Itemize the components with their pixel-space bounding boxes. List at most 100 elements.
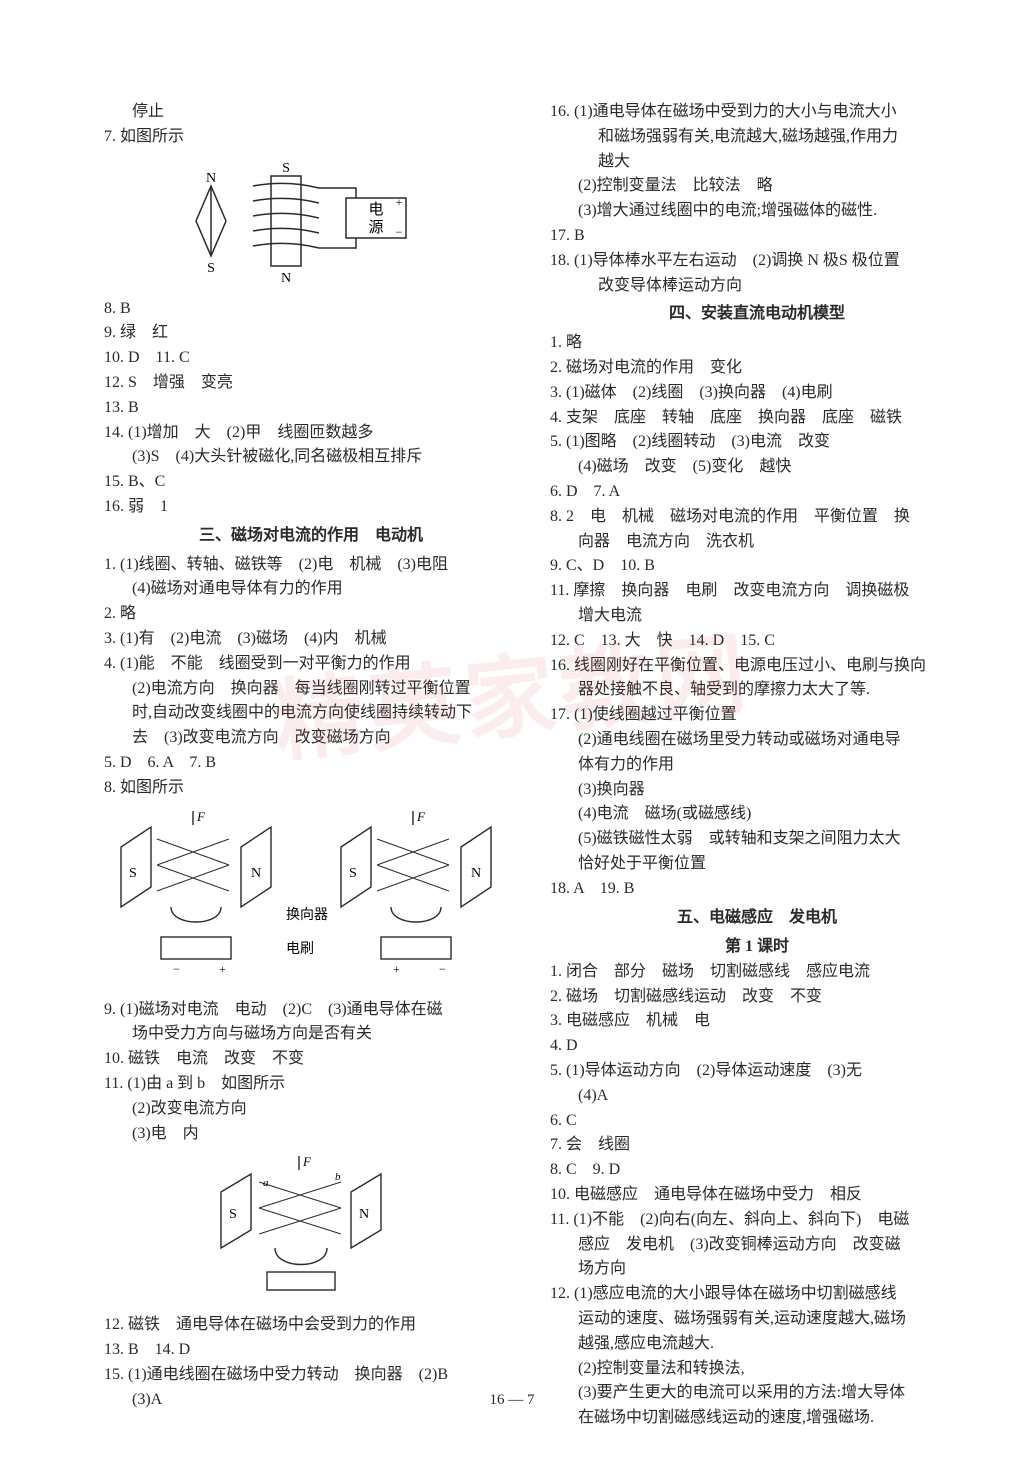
right-column: 16. (1)通电导体在磁场中受到力的大小与电流大小 和磁场强弱有关,电流越大,… bbox=[550, 100, 964, 1431]
answer-line: 12. S 增强 变亮 bbox=[104, 371, 518, 396]
answer-line: 改变导体棒运动方向 bbox=[550, 274, 964, 299]
answer-line: 15. B、C bbox=[104, 470, 518, 495]
svg-text:−: − bbox=[396, 225, 403, 239]
svg-text:N: N bbox=[281, 271, 291, 286]
answer-line: 18. A 19. B bbox=[550, 877, 964, 902]
answer-line: 18. (1)导体棒水平左右运动 (2)调换 N 极S 极位置 bbox=[550, 249, 964, 274]
answer-line: 越强,感应电流越大. bbox=[550, 1332, 964, 1357]
answer-line: (4)磁场对通电导体有力的作用 bbox=[104, 577, 518, 602]
answer-line: 10. D 11. C bbox=[104, 346, 518, 371]
answer-line: (2)改变电流方向 bbox=[104, 1097, 518, 1122]
answer-line: 11. (1)由 a 到 b 如图所示 bbox=[104, 1072, 518, 1097]
answer-line: 16. 线圈刚好在平衡位置、电源电压过小、电刷与换向 bbox=[550, 654, 964, 679]
section-4-title: 四、安装直流电动机模型 bbox=[550, 298, 964, 331]
svg-text:N: N bbox=[251, 866, 261, 881]
answer-line: 3. 电磁感应 机械 电 bbox=[550, 1009, 964, 1034]
section-3-title: 三、磁场对电流的作用 电动机 bbox=[104, 520, 518, 553]
svg-text:S: S bbox=[129, 866, 137, 881]
answer-line: 11. (1)不能 (2)向右(向左、斜向上、斜向下) 电磁 bbox=[550, 1208, 964, 1233]
answer-line: 7. 如图所示 bbox=[104, 125, 518, 150]
answer-line: 恰好处于平衡位置 bbox=[550, 852, 964, 877]
answer-line: 8. 2 电 机械 磁场对电流的作用 平衡位置 换 bbox=[550, 505, 964, 530]
answer-line: 12. (1)感应电流的大小跟导体在磁场中切割磁感线 bbox=[550, 1282, 964, 1307]
answer-line: 9. C、D 10. B bbox=[550, 554, 964, 579]
answer-line: 越大 bbox=[550, 150, 964, 175]
figure-motor-pair: S N S N F F 换向器 电刷 − + + − bbox=[104, 801, 518, 998]
svg-text:F: F bbox=[196, 809, 206, 824]
svg-text:+: + bbox=[393, 962, 400, 976]
answer-line: 5. (1)导体运动方向 (2)导体运动速度 (3)无 bbox=[550, 1059, 964, 1084]
answer-line: 6. C bbox=[550, 1109, 964, 1134]
svg-text:b: b bbox=[335, 1171, 341, 1183]
svg-text:−: − bbox=[173, 962, 180, 976]
svg-text:a: a bbox=[263, 1177, 269, 1189]
answer-line: 3. (1)有 (2)电流 (3)磁场 (4)内 机械 bbox=[104, 627, 518, 652]
answer-line: 2. 磁场 切割磁感线运动 改变 不变 bbox=[550, 985, 964, 1010]
answer-line: (2)通电线圈在磁场里受力转动或磁场对通电导 bbox=[550, 728, 964, 753]
answer-line: (4)A bbox=[550, 1084, 964, 1109]
answer-line: 13. B bbox=[104, 396, 518, 421]
answer-line: 4. 支架 底座 转轴 底座 换向器 底座 磁铁 bbox=[550, 406, 964, 431]
answer-line: 17. (1)使线圈越过平衡位置 bbox=[550, 703, 964, 728]
svg-text:S: S bbox=[282, 161, 290, 176]
answer-line: 5. D 6. A 7. B bbox=[104, 751, 518, 776]
svg-text:S: S bbox=[207, 261, 215, 276]
answer-line: 4. (1)能 不能 线圈受到一对平衡力的作用 bbox=[104, 652, 518, 677]
answer-line: 场方向 bbox=[550, 1257, 964, 1282]
svg-text:换向器: 换向器 bbox=[286, 906, 328, 923]
answer-line: (4)磁场 改变 (5)变化 越快 bbox=[550, 455, 964, 480]
answer-line: 1. 闭合 部分 磁场 切割磁感线 感应电流 bbox=[550, 960, 964, 985]
left-column: 停止 7. 如图所示 N S S N bbox=[104, 100, 518, 1431]
answer-line: 14. (1)增加 大 (2)甲 线圈匝数越多 bbox=[104, 421, 518, 446]
answer-line: 16. (1)通电导体在磁场中受到力的大小与电流大小 bbox=[550, 100, 964, 125]
answer-line: (3)电 内 bbox=[104, 1122, 518, 1147]
svg-text:N: N bbox=[471, 866, 481, 881]
answer-line: 16. 弱 1 bbox=[104, 495, 518, 520]
svg-text:S: S bbox=[229, 1207, 237, 1222]
answer-line: 7. 会 线圈 bbox=[550, 1133, 964, 1158]
answer-line: 体有力的作用 bbox=[550, 753, 964, 778]
svg-text:−: − bbox=[439, 962, 446, 976]
figure-solenoid: N S S N bbox=[104, 150, 518, 297]
answer-line: 10. 电磁感应 通电导体在磁场中受力 相反 bbox=[550, 1183, 964, 1208]
answer-line: 2. 略 bbox=[104, 602, 518, 627]
answer-line: 5. (1)图略 (2)线圈转动 (3)电流 改变 bbox=[550, 430, 964, 455]
answer-line: (2)控制变量法和转换法, bbox=[550, 1357, 964, 1382]
answer-line: 9. 绿 红 bbox=[104, 321, 518, 346]
answer-line: 8. 如图所示 bbox=[104, 776, 518, 801]
answer-line: 3. (1)磁体 (2)线圈 (3)换向器 (4)电刷 bbox=[550, 381, 964, 406]
answer-line: 和磁场强弱有关,电流越大,磁场越强,作用力 bbox=[550, 125, 964, 150]
answer-line: (3)S (4)大头针被磁化,同名磁极相互排斥 bbox=[104, 445, 518, 470]
answer-line: (4)电流 磁场(或磁感线) bbox=[550, 802, 964, 827]
svg-text:N: N bbox=[359, 1207, 369, 1222]
answer-line: 时,自动改变线圈中的电流方向使线圈持续转动下 bbox=[104, 701, 518, 726]
svg-text:源: 源 bbox=[368, 219, 383, 236]
figure-motor-single: S N F b a bbox=[104, 1146, 518, 1313]
answer-line: 感应 发电机 (3)改变铜棒运动方向 改变磁 bbox=[550, 1233, 964, 1258]
page-number: 16 — 7 bbox=[0, 1392, 1024, 1409]
answer-line: (3)换向器 bbox=[550, 778, 964, 803]
answer-line: (3)增大通过线圈中的电流;增强磁体的磁性. bbox=[550, 199, 964, 224]
answer-line: 11. 摩擦 换向器 电刷 改变电流方向 调换磁极 bbox=[550, 579, 964, 604]
answer-line: 9. (1)磁场对电流 电动 (2)C (3)通电导体在磁 bbox=[104, 998, 518, 1023]
answer-line: 在磁场中切割磁感线运动的速度,增强磁场. bbox=[550, 1406, 964, 1431]
answer-line: 增大电流 bbox=[550, 604, 964, 629]
section-5-subtitle: 第 1 课时 bbox=[550, 934, 964, 960]
svg-text:+: + bbox=[396, 195, 403, 209]
answer-line: 12. 磁铁 通电导体在磁场中会受到力的作用 bbox=[104, 1313, 518, 1338]
svg-text:+: + bbox=[219, 962, 226, 976]
page-container: 停止 7. 如图所示 N S S N bbox=[0, 0, 1024, 1471]
answer-line: 运动的速度、磁场强弱有关,运动速度越大,磁场 bbox=[550, 1307, 964, 1332]
answer-line: 4. D bbox=[550, 1034, 964, 1059]
svg-text:电刷: 电刷 bbox=[286, 941, 314, 957]
answer-line: 器处接触不良、轴受到的摩擦力太大了等. bbox=[550, 678, 964, 703]
answer-line: 13. B 14. D bbox=[104, 1338, 518, 1363]
answer-line: 去 (3)改变电流方向 改变磁场方向 bbox=[104, 726, 518, 751]
answer-line: (5)磁铁磁性太弱 或转轴和支架之间阻力太大 bbox=[550, 827, 964, 852]
answer-line: 17. B bbox=[550, 224, 964, 249]
svg-text:F: F bbox=[302, 1154, 312, 1169]
answer-line: (2)电流方向 换向器 每当线圈刚转过平衡位置 bbox=[104, 677, 518, 702]
answer-line: (2)控制变量法 比较法 略 bbox=[550, 174, 964, 199]
answer-line: 场中受力方向与磁场方向是否有关 bbox=[104, 1022, 518, 1047]
answer-line: 2. 磁场对电流的作用 变化 bbox=[550, 356, 964, 381]
